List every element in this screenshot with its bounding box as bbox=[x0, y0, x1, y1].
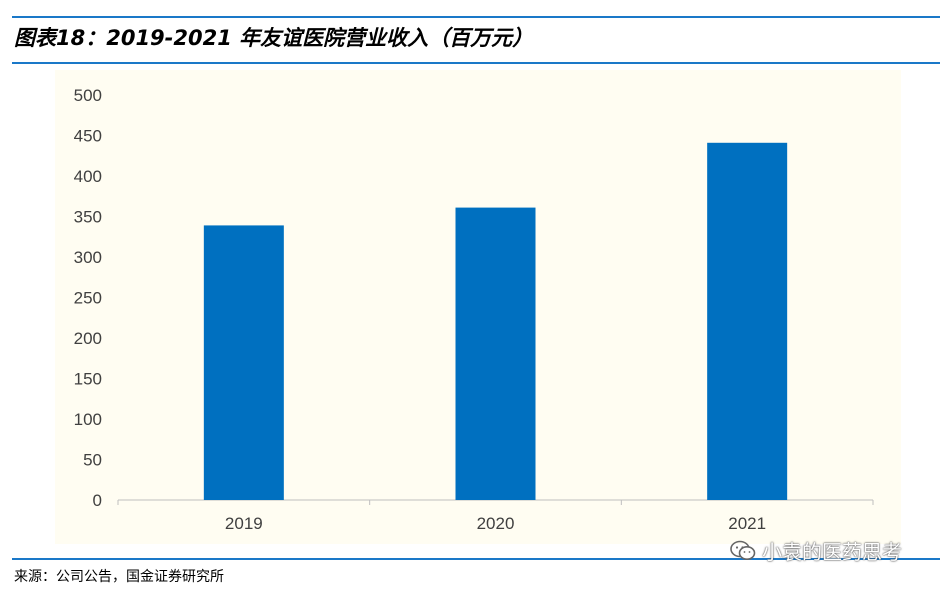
watermark-text: 小袁的医药思考 bbox=[762, 540, 902, 564]
y-tick-label: 200 bbox=[74, 329, 102, 348]
y-axis: 0 50 100 150 200 250 300 350 400 450 500 bbox=[74, 86, 102, 510]
bar-2019 bbox=[203, 225, 284, 500]
x-axis-tickmarks bbox=[117, 500, 874, 505]
y-tick-label: 50 bbox=[83, 451, 102, 470]
y-tick-label: 150 bbox=[74, 370, 102, 389]
y-tick-label: 500 bbox=[74, 86, 102, 105]
bottom-rule bbox=[12, 558, 940, 560]
x-axis: 2019 2020 2021 bbox=[225, 514, 766, 533]
y-tick-label: 400 bbox=[74, 167, 102, 186]
source-note: 来源：公司公告，国金证券研究所 bbox=[14, 569, 224, 585]
y-tick-label: 100 bbox=[74, 410, 102, 429]
title-rule bbox=[12, 62, 940, 64]
wechat-icon bbox=[730, 540, 756, 560]
y-tick-label: 450 bbox=[74, 127, 102, 146]
y-tick-label: 0 bbox=[93, 491, 102, 510]
y-tick-label: 300 bbox=[74, 248, 102, 267]
x-tick-label: 2020 bbox=[477, 514, 515, 533]
x-tick-label: 2021 bbox=[728, 514, 766, 533]
bar-2021 bbox=[707, 142, 788, 500]
top-rule bbox=[12, 16, 940, 18]
plot-area: 0 50 100 150 200 250 300 350 400 450 500 2019 2020 2… bbox=[55, 70, 901, 544]
bar-2020 bbox=[455, 207, 536, 500]
y-tick-label: 250 bbox=[74, 289, 102, 308]
x-tick-label: 2019 bbox=[225, 514, 263, 533]
chart-title: 图表18：2019-2021 年友谊医院营业收入（百万元） bbox=[14, 26, 534, 50]
bars bbox=[203, 142, 788, 500]
watermark: 小袁的医药思考 bbox=[730, 536, 902, 565]
y-tick-label: 350 bbox=[74, 208, 102, 227]
